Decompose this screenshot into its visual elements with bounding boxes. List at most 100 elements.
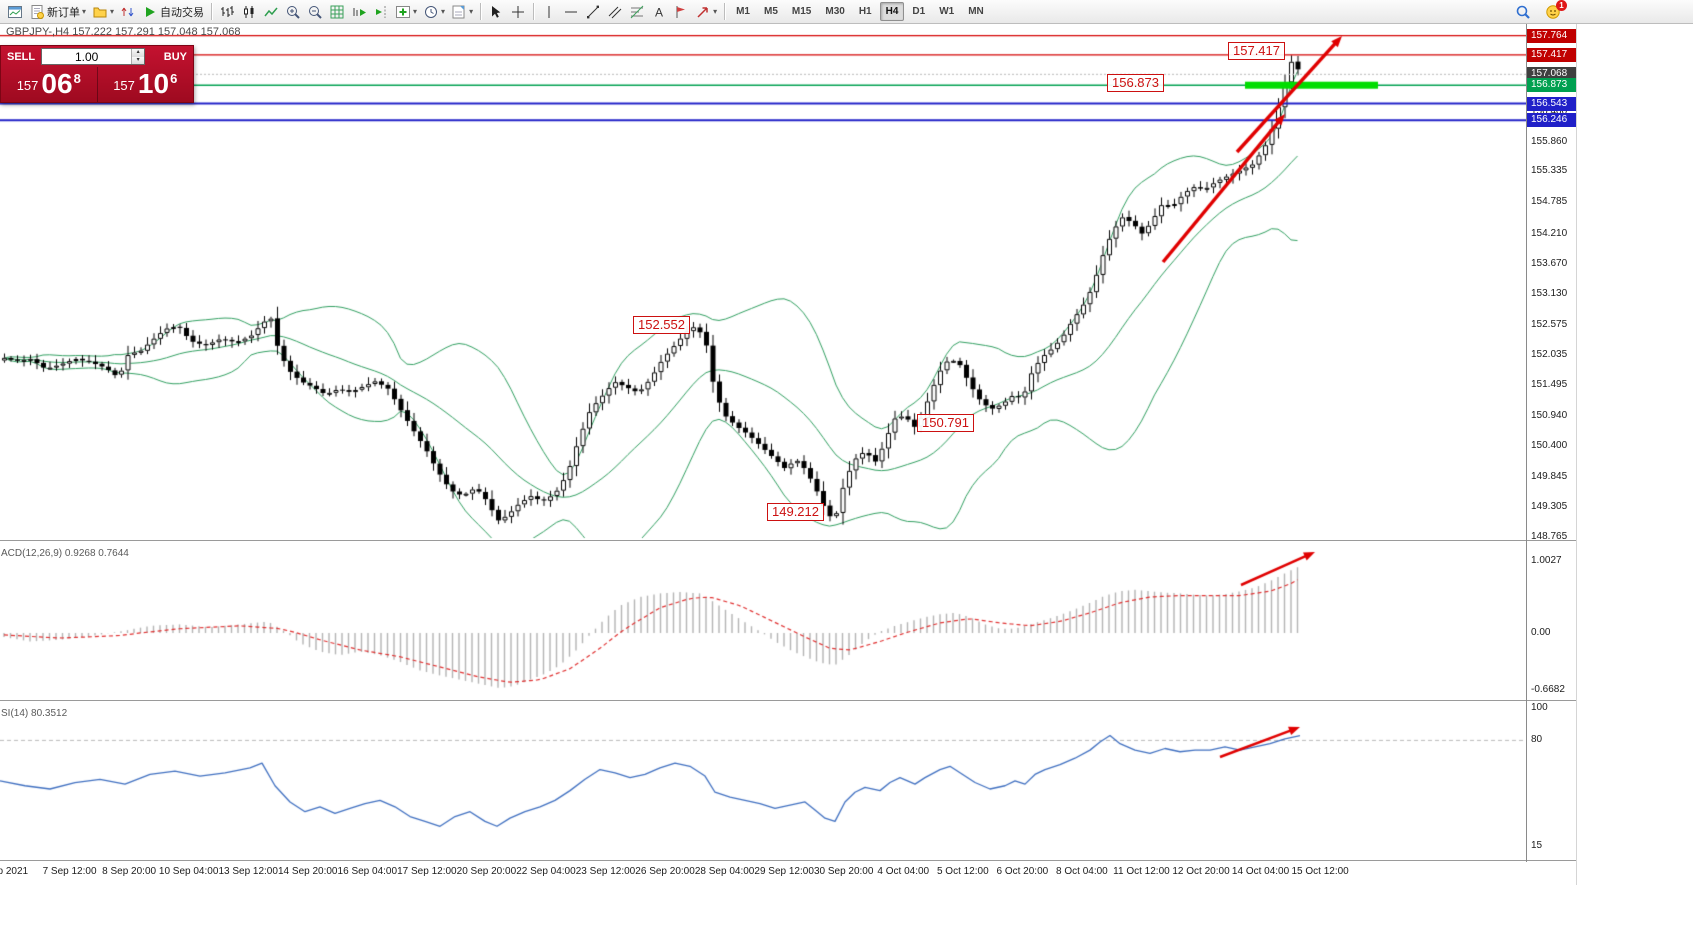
axis-scale-label: 153.670 <box>1531 257 1568 269</box>
axis-scale-label: 154.210 <box>1531 227 1568 239</box>
time-axis-label: 29 Sep 12:00 <box>754 866 814 877</box>
axis-scale-label: 152.575 <box>1531 318 1568 330</box>
timeframe-w1-button[interactable]: W1 <box>939 6 955 17</box>
cursor-icon[interactable] <box>485 2 507 22</box>
price-tag: 157.417 <box>1527 47 1576 62</box>
autotrading-button-label: 自动交易 <box>160 6 205 19</box>
panel-divider-macd[interactable] <box>0 540 1576 542</box>
label-icon[interactable] <box>670 2 692 22</box>
alerts-icon[interactable]: 1 <box>1542 0 1567 22</box>
price-tag: 156.873 <box>1527 78 1576 93</box>
buy-price-prefix: 157 <box>113 78 135 93</box>
search-icon[interactable] <box>1512 2 1534 22</box>
panel-divider-rsi[interactable] <box>0 700 1576 702</box>
axis-scale-label: 150.940 <box>1531 409 1568 421</box>
indicators-icon[interactable]: ▾ <box>392 2 420 22</box>
buy-price-main: 10 <box>137 68 170 99</box>
buy-price-button[interactable]: 157 10 6 <box>96 67 194 102</box>
buy-price-pip: 6 <box>170 71 178 86</box>
price-callout: 157.417 <box>1228 42 1285 60</box>
time-axis-label: 30 Sep 20:00 <box>813 866 874 877</box>
time-axis-label: 17 Sep 12:00 <box>397 866 457 877</box>
toolbar-right-group: 1 <box>1512 0 1567 22</box>
price-tag: 157.764 <box>1527 28 1576 43</box>
chart-canvas[interactable] <box>0 24 1526 882</box>
new-chart-icon[interactable] <box>4 2 26 22</box>
autotrading-button[interactable]: 自动交易 <box>139 2 207 22</box>
horizontal-line-icon[interactable] <box>560 2 582 22</box>
bar-chart-icon[interactable] <box>216 2 238 22</box>
notification-badge: 1 <box>1556 0 1567 11</box>
buy-button-label[interactable]: BUY <box>163 50 187 63</box>
price-callout: 149.212 <box>767 503 824 521</box>
candlestick-chart-icon[interactable] <box>238 2 260 22</box>
time-axis-label: 15 Oct 12:00 <box>1291 866 1349 877</box>
templates-icon[interactable]: ▾ <box>448 2 476 22</box>
macd-label: ACD(12,26,9) 0.9268 0.7644 <box>1 548 129 559</box>
vertical-line-icon[interactable] <box>538 2 560 22</box>
channel-icon[interactable] <box>604 2 626 22</box>
charts-profile-icon[interactable]: ▾ <box>89 2 117 22</box>
spinner-up-icon[interactable]: ▴ <box>132 49 145 57</box>
time-axis-label: 14 Sep 20:00 <box>278 866 338 877</box>
time-axis-label: 10 Sep 04:00 <box>158 866 219 877</box>
auto-scroll-icon[interactable] <box>348 2 370 22</box>
time-axis-label: 8 Sep 20:00 <box>102 866 157 877</box>
time-axis-label: 26 Sep 20:00 <box>635 866 695 877</box>
time-axis-label: 22 Sep 04:00 <box>516 866 576 877</box>
zoom-in-icon[interactable] <box>282 2 304 22</box>
price-tag: 157.068 <box>1527 67 1576 82</box>
axis-scale-label: 150.400 <box>1531 439 1568 451</box>
spinner-down-icon[interactable]: ▾ <box>132 56 145 64</box>
crosshair-icon[interactable] <box>507 2 529 22</box>
periods-icon[interactable]: ▾ <box>420 2 448 22</box>
price-callout: 150.791 <box>917 414 974 432</box>
arrows-icon[interactable]: ▾ <box>692 2 720 22</box>
dropdown-caret-icon: ▾ <box>413 6 418 16</box>
axis-scale-label: 100 <box>1531 702 1548 713</box>
chart-shift-icon[interactable] <box>370 2 392 22</box>
line-chart-icon[interactable] <box>260 2 282 22</box>
axis-scale-label: 156.400 <box>1531 105 1568 117</box>
dropdown-caret-icon: ▾ <box>469 6 474 16</box>
volume-spinner[interactable]: ▴ ▾ <box>131 49 145 64</box>
price-tag: 156.246 <box>1527 113 1576 128</box>
sell-price-button[interactable]: 157 06 8 <box>1 67 97 102</box>
axis-scale-label: 151.495 <box>1531 378 1568 390</box>
sell-button-label[interactable]: SELL <box>7 50 36 63</box>
price-axis-border <box>1526 24 1527 882</box>
time-axis-label: 8 Oct 04:00 <box>1056 866 1108 877</box>
time-axis-label: 23 Sep 12:00 <box>575 866 636 877</box>
timeframe-m5-button[interactable]: M5 <box>764 6 778 17</box>
price-axis[interactable]: 156.400 155.860 155.335 154.785 154.210 153.6… <box>1527 24 1576 882</box>
price-callout: 152.552 <box>633 316 690 334</box>
text-icon[interactable]: A <box>648 2 670 22</box>
market-watch-icon[interactable] <box>117 2 139 22</box>
trendline-icon[interactable] <box>582 2 604 22</box>
timeframe-d1-button[interactable]: D1 <box>912 6 926 17</box>
svg-text:A: A <box>655 5 663 19</box>
volume-field: ▴▾ <box>41 48 146 65</box>
toolbar-separator <box>533 3 535 20</box>
time-axis-label: 28 Sep 04:00 <box>694 866 755 877</box>
dropdown-caret-icon: ▾ <box>110 6 115 16</box>
new-order-button[interactable]: 新订单 ▾ <box>26 2 89 22</box>
timeframe-m15-button[interactable]: M15 <box>791 6 812 17</box>
volume-input[interactable] <box>42 49 132 64</box>
timeframe-mn-button[interactable]: MN <box>968 6 984 17</box>
axis-scale-label: 80 <box>1531 734 1543 746</box>
chart-title: GBPJPY-,H4 157.222 157.291 157.048 157.0… <box>6 26 241 38</box>
sell-price-pip: 8 <box>73 71 81 86</box>
timeframe-h4-button[interactable]: H4 <box>879 2 905 21</box>
axis-scale-label: 152.035 <box>1531 348 1568 360</box>
price-callout: 156.873 <box>1107 74 1164 92</box>
zoom-out-icon[interactable] <box>304 2 326 22</box>
fibonacci-icon[interactable] <box>626 2 648 22</box>
timeframe-m30-button[interactable]: M30 <box>825 6 845 17</box>
axis-scale-label: 0.00 <box>1531 627 1551 638</box>
timeframe-m1-button[interactable]: M1 <box>736 6 750 17</box>
timeframe-h1-button[interactable]: H1 <box>858 6 872 17</box>
grid-icon[interactable] <box>326 2 348 22</box>
